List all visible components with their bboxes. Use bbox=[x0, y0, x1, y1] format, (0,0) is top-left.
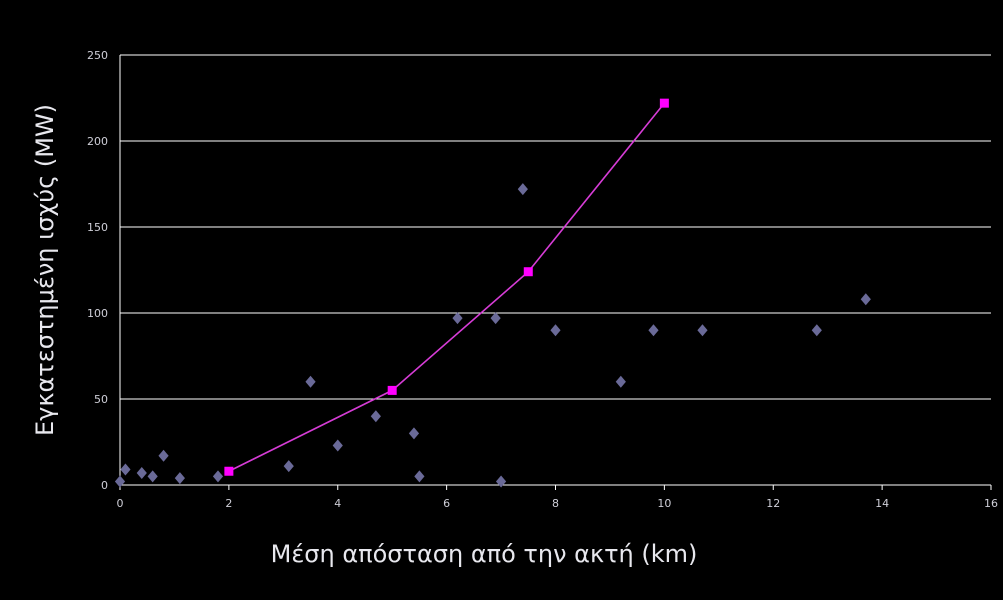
scatter-point bbox=[550, 324, 561, 337]
scatter-point bbox=[490, 312, 501, 325]
y-axis-ticks: 0 50 100 150 200 250 bbox=[87, 49, 108, 492]
x-tick-label: 14 bbox=[875, 497, 889, 510]
scatter-point bbox=[495, 475, 507, 488]
scatter-point bbox=[697, 324, 708, 337]
trend-series bbox=[224, 98, 669, 476]
trend-point bbox=[387, 385, 397, 395]
y-tick-label: 0 bbox=[101, 479, 108, 492]
scatter-point bbox=[212, 470, 224, 483]
scatter-point bbox=[860, 293, 871, 306]
scatter-point bbox=[136, 466, 147, 479]
scatter-point bbox=[147, 470, 158, 483]
x-axis-ticks: 0 2 4 6 8 10 12 14 16 bbox=[117, 485, 998, 510]
scatter-point bbox=[283, 460, 294, 473]
gridlines bbox=[120, 54, 991, 400]
x-tick-label: 8 bbox=[552, 497, 559, 510]
scatter-point bbox=[615, 375, 626, 388]
scatter-point bbox=[332, 439, 343, 452]
y-tick-label: 200 bbox=[87, 135, 108, 148]
y-tick-label: 250 bbox=[87, 49, 108, 62]
y-tick-label: 150 bbox=[87, 221, 108, 234]
scatter-point bbox=[414, 470, 425, 483]
x-axis-title: Μέση απόσταση από την ακτή (km) bbox=[271, 540, 698, 568]
x-tick-label: 16 bbox=[984, 497, 998, 510]
y-axis-title: Εγκατεστημένη ισχύς (MW) bbox=[31, 104, 59, 436]
x-tick-label: 12 bbox=[766, 497, 780, 510]
scatter-point bbox=[158, 449, 169, 462]
y-tick-label: 100 bbox=[87, 307, 108, 320]
x-tick-label: 6 bbox=[443, 497, 450, 510]
scatter-series bbox=[114, 183, 871, 488]
scatter-point bbox=[305, 375, 316, 388]
scatter-point bbox=[452, 312, 463, 325]
scatter-point bbox=[120, 463, 131, 476]
scatter-point bbox=[648, 324, 659, 337]
trend-point bbox=[659, 98, 669, 108]
trend-point bbox=[224, 466, 234, 476]
x-tick-label: 2 bbox=[225, 497, 232, 510]
x-tick-label: 0 bbox=[117, 497, 124, 510]
x-tick-label: 4 bbox=[334, 497, 341, 510]
scatter-point bbox=[114, 475, 126, 488]
trend-line bbox=[228, 102, 665, 472]
axes bbox=[119, 55, 991, 486]
scatter-point bbox=[517, 183, 528, 196]
trend-point bbox=[523, 267, 533, 277]
scatter-point bbox=[370, 410, 381, 423]
scatter-point bbox=[174, 472, 185, 485]
scatter-point bbox=[408, 427, 420, 440]
scatter-point bbox=[811, 324, 822, 337]
y-tick-label: 50 bbox=[94, 393, 108, 406]
x-tick-label: 10 bbox=[657, 497, 671, 510]
